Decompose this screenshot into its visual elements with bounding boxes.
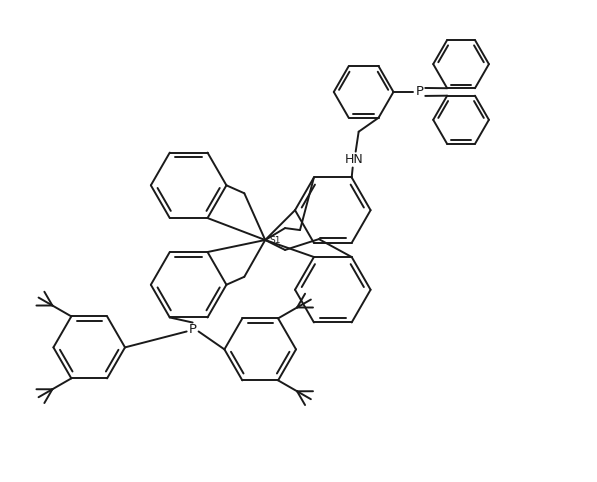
Text: P: P bbox=[189, 323, 196, 336]
Text: HN: HN bbox=[344, 153, 363, 166]
Text: P: P bbox=[416, 85, 423, 98]
Text: S1: S1 bbox=[269, 236, 281, 244]
